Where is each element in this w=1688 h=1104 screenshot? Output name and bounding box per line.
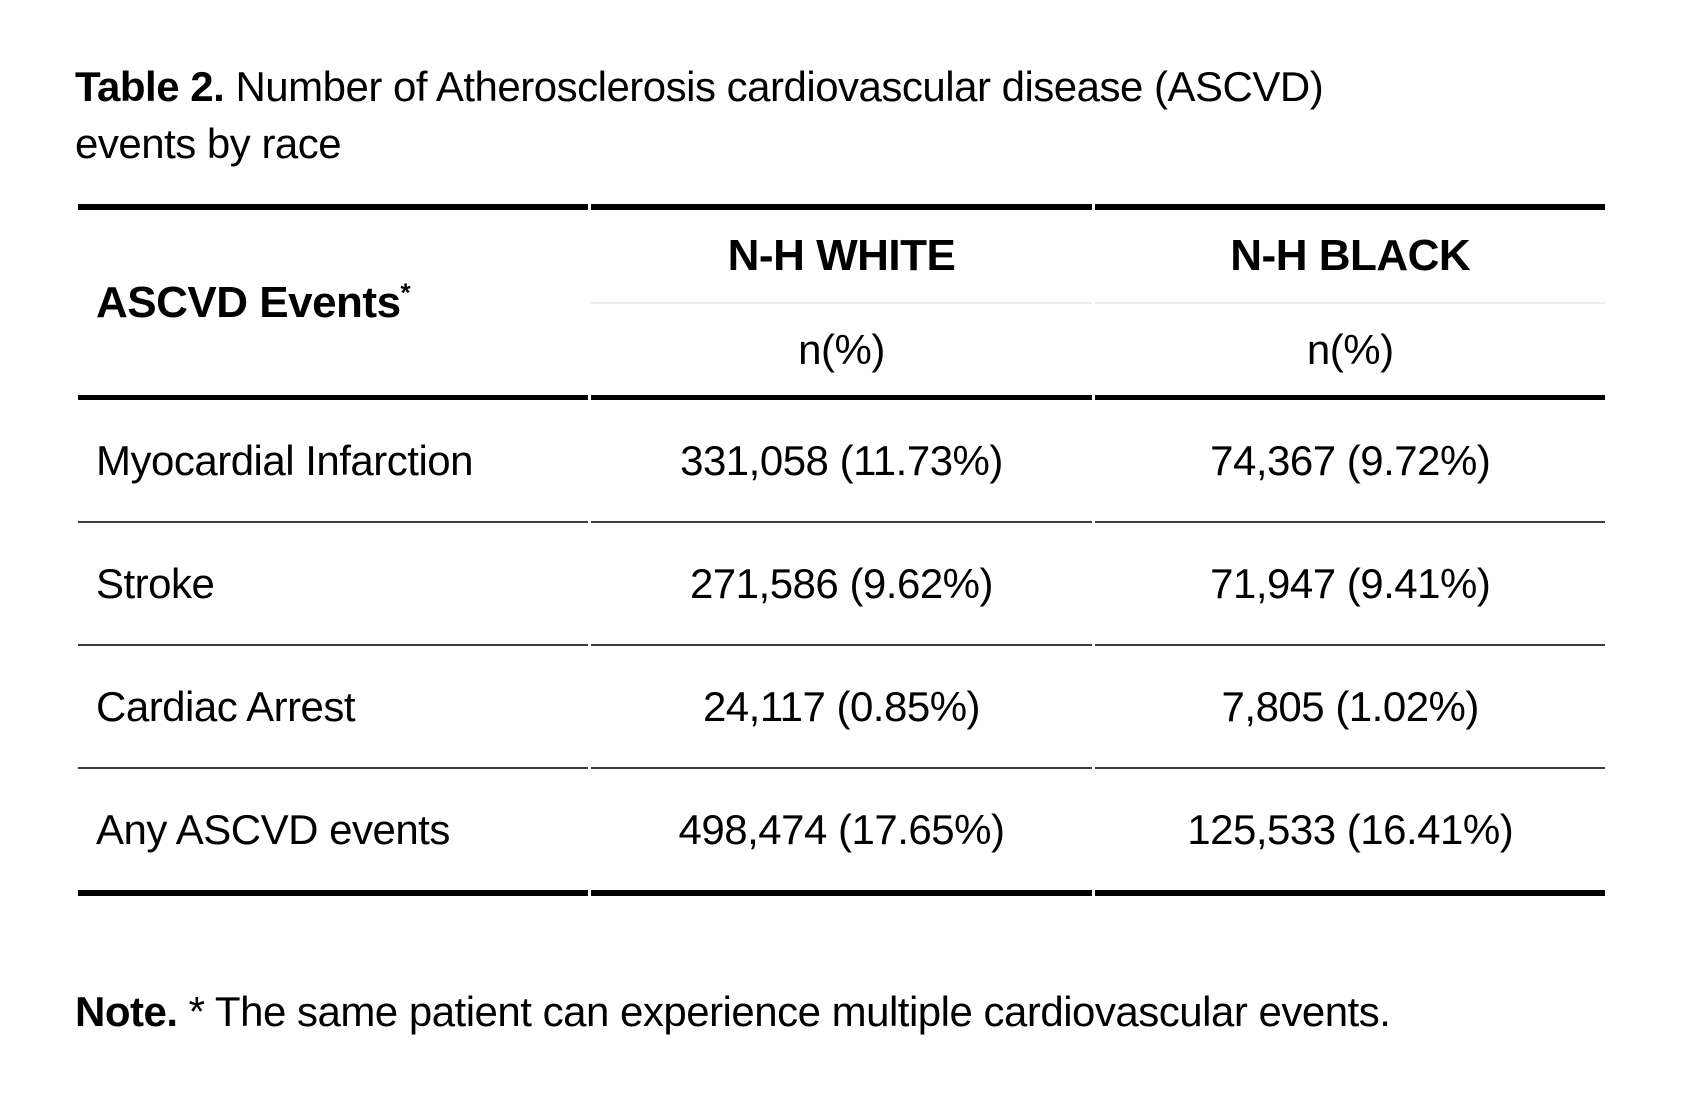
header-row-group-names: ASCVD Events* N-H WHITE N-H BLACK xyxy=(78,204,1605,400)
ascvd-events-table: ASCVD Events* N-H WHITE N-H BLACK n(%) n… xyxy=(75,204,1608,896)
nh-white-value: 331,058 (11.73%) xyxy=(590,400,1093,523)
column-header-nh-black: N-H BLACK xyxy=(1095,204,1605,302)
table-caption-label: Table 2. xyxy=(75,63,225,110)
table-note: Note. * The same patient can experience … xyxy=(75,988,1688,1036)
column-header-ascvd-events-label: ASCVD Events xyxy=(96,277,401,327)
footnote-marker: * xyxy=(400,276,411,307)
column-header-nh-white: N-H WHITE xyxy=(590,204,1093,302)
event-label: Stroke xyxy=(78,523,588,646)
table-note-text: * The same patient can experience multip… xyxy=(177,988,1391,1035)
nh-black-value: 71,947 (9.41%) xyxy=(1095,523,1605,646)
table-note-label: Note. xyxy=(75,988,178,1035)
subheader-nh-white-n-pct: n(%) xyxy=(590,302,1093,400)
table-row-stroke: Stroke 271,586 (9.62%) 71,947 (9.41%) xyxy=(78,523,1605,646)
event-label: Any ASCVD events xyxy=(78,769,588,896)
header-row-units: n(%) n(%) xyxy=(78,302,1605,400)
nh-white-value: 498,474 (17.65%) xyxy=(590,769,1093,896)
nh-black-value: 74,367 (9.72%) xyxy=(1095,400,1605,523)
table-row-any-ascvd-events: Any ASCVD events 498,474 (17.65%) 125,53… xyxy=(78,769,1605,896)
nh-white-value: 24,117 (0.85%) xyxy=(590,646,1093,769)
event-label: Cardiac Arrest xyxy=(78,646,588,769)
event-label: Myocardial Infarction xyxy=(78,400,588,523)
table-row-cardiac-arrest: Cardiac Arrest 24,117 (0.85%) 7,805 (1.0… xyxy=(78,646,1605,769)
table-row-myocardial-infarction: Myocardial Infarction 331,058 (11.73%) 7… xyxy=(78,400,1605,523)
nh-white-value: 271,586 (9.62%) xyxy=(590,523,1093,646)
nh-black-value: 7,805 (1.02%) xyxy=(1095,646,1605,769)
subheader-nh-black-n-pct: n(%) xyxy=(1095,302,1605,400)
column-header-ascvd-events: ASCVD Events* xyxy=(78,204,588,400)
nh-black-value: 125,533 (16.41%) xyxy=(1095,769,1605,896)
table-caption: Table 2. Number of Atherosclerosis cardi… xyxy=(75,58,1345,172)
table-caption-text: Number of Atherosclerosis cardiovascular… xyxy=(75,63,1324,167)
